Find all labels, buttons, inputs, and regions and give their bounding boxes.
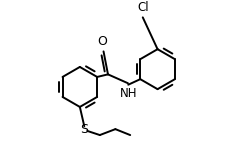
Text: S: S — [80, 123, 88, 136]
Text: O: O — [97, 35, 107, 48]
Text: NH: NH — [120, 87, 138, 100]
Text: Cl: Cl — [137, 1, 148, 14]
